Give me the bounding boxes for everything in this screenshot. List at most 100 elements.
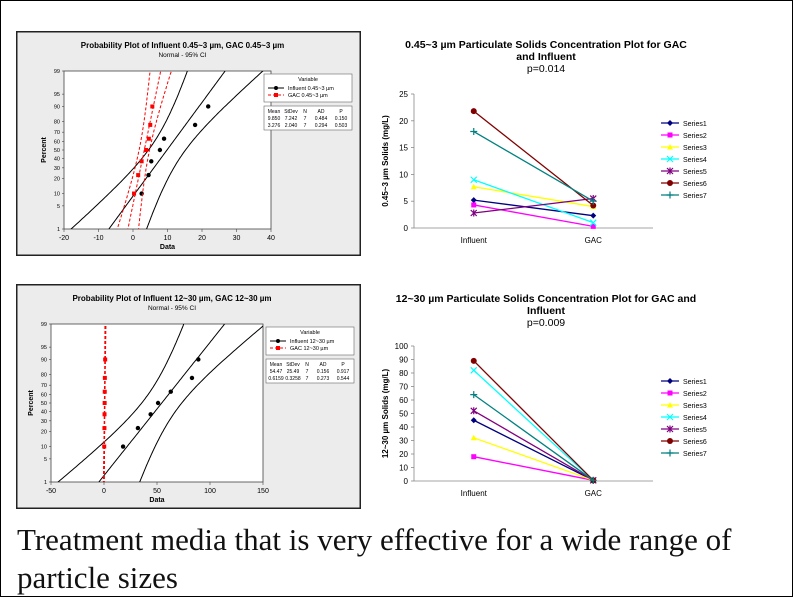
data-point [144,148,149,152]
stats-cell: 0.544 [337,376,350,382]
series-marker [470,176,478,184]
legend-entry: Influent 12~30 µm [290,339,335,345]
x-axis-label: Data [149,497,164,504]
ci-upper-2 [138,71,172,229]
stats-cell: 7 [304,116,307,122]
stats-cell: 2.040 [285,123,298,129]
data-point [102,375,107,380]
series-7 [470,391,597,484]
stats-cell: 0.273 [317,376,330,382]
legend-entry: Series6 [683,439,707,446]
y-tick-label: 50 [399,410,408,419]
y-tick-label: 60 [54,139,60,145]
stats-cell: 0.156 [317,369,330,375]
chart-title-line2: and Influent [516,51,576,63]
data-point [168,389,173,394]
probability-plot-coarse: Probability Plot of Influent 12~30 µm, G… [16,284,361,509]
fit-line-1 [108,71,226,229]
legend-entry: Series2 [683,133,707,140]
y-axis-label: Percent [28,389,35,415]
stats-header: AD [320,362,327,368]
x-tick-label: 150 [257,488,269,495]
y-axis-label: 0.45~3 µm Solids (mg/L) [381,115,390,207]
stats-cell: 0.484 [315,116,328,122]
chart-subtitle: p=0.014 [527,63,565,75]
series-marker [667,144,673,150]
series-marker [667,390,673,396]
data-point [103,357,108,362]
series-1 [470,197,597,219]
stats-header: Mean [270,362,283,368]
data-point [196,357,201,362]
y-tick-label: 30 [54,166,60,172]
plot-subtitle: Normal - 95% CI [158,52,206,59]
stats-cell: 3.276 [268,123,281,129]
stats-header: StDev [286,362,300,368]
y-tick-label: 5 [404,197,409,206]
y-tick-label: 30 [41,419,47,425]
data-point [149,159,154,164]
series-marker [667,120,673,126]
stats-cell: 54.47 [270,369,283,375]
series-marker [667,132,673,138]
stats-cell: 7 [306,376,309,382]
x-tick-label: -10 [93,235,103,242]
series-marker [667,378,673,384]
x-tick-label: Influent [461,489,488,498]
x-tick-label: GAC [585,236,603,245]
y-tick-label: 10 [399,464,408,473]
series-marker [666,413,674,421]
series-marker [589,197,597,205]
x-tick-label: 0 [102,488,106,495]
series-marker [667,438,673,444]
legend-entry: Series3 [683,145,707,152]
series-line [473,419,594,481]
chart-title: 0.45~3 µm Particulate Solids Concentrati… [405,39,687,51]
x-tick-label: 0 [131,235,135,242]
series-line [473,394,594,481]
x-tick-label: 20 [198,235,206,242]
y-tick-label: 70 [41,383,47,389]
series-line [473,360,594,481]
data-point [148,122,153,127]
stats-cell: 0.917 [337,369,350,375]
series-marker [590,223,596,229]
series-marker [470,417,477,424]
fit-line-2 [127,71,162,229]
y-tick-label: 70 [399,383,408,392]
series-marker [590,202,597,209]
series-line [473,369,594,481]
x-tick-label: 10 [164,235,172,242]
plot-subtitle: Normal - 95% CI [148,305,196,312]
x-tick-label: 100 [204,488,216,495]
x-tick-label: Influent [461,236,488,245]
series-marker [667,402,673,408]
legend-title: Variable [298,77,318,83]
y-tick-label: 40 [41,410,47,416]
series-2 [471,202,596,229]
y-axis-label: 12~30 µm Solids (mg/L) [381,369,390,459]
plot-data [70,71,264,229]
y-axis-label: Percent [41,136,48,162]
stats-header: P [341,362,345,368]
data-point [139,159,144,164]
legend-marker [274,93,278,97]
concentration-plot-svg: 12~30 µm Particulate Solids Concentratio… [371,287,723,499]
y-tick-label: 100 [395,342,409,351]
data-point [120,444,126,449]
legend-entry: Series6 [683,181,707,188]
plot-title: Probability Plot of Influent 12~30 µm, G… [72,294,271,303]
data-point [189,375,195,381]
y-tick-label: 10 [41,445,47,451]
data-point [102,426,107,431]
x-tick-label: 40 [267,235,275,242]
chart-subtitle: p=0.009 [527,317,565,329]
stats-cell: 0.3258 [285,376,301,382]
data-point [206,104,211,109]
y-tick-label: 5 [44,457,47,463]
concentration-plot-coarse: 12~30 µm Particulate Solids Concentratio… [371,287,723,499]
data-point [102,389,107,394]
stats-header: P [339,109,343,115]
series-marker [589,219,597,227]
